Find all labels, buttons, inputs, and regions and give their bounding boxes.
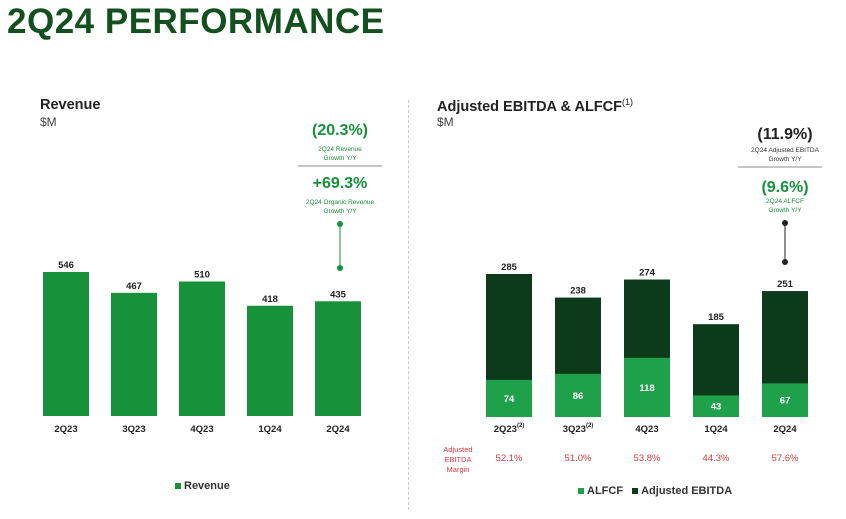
revenue-legend: Revenue	[175, 480, 236, 492]
annotation-organic-growth-caption2: Growth Y/Y	[323, 208, 357, 215]
bar-alfcf-2q24	[762, 383, 808, 417]
annotation-alfcf-growth-caption1: 2Q24 ALFCF	[766, 198, 804, 205]
legend-item-alfcf: ALFCF	[578, 485, 623, 497]
annotation-ebitda-growth-caption1: 2Q24 Adjusted EBITDA	[751, 147, 820, 154]
value-label-ebitda-1q24: 185	[708, 312, 725, 323]
value-label-revenue-2q24: 435	[330, 289, 347, 300]
ebitda-chart-title: Adjusted EBITDA & ALFCF(1)	[437, 97, 633, 115]
value-label-alfcf-2q24: 67	[780, 396, 791, 407]
bar-revenue-3q23	[111, 292, 157, 416]
revenue-chart-unit: $M	[40, 115, 57, 129]
tick-label-3q23: 3Q23(2)	[563, 423, 594, 435]
margin-value-2q23: 52.1%	[496, 453, 523, 464]
tick-label-1q24: 1Q24	[258, 424, 282, 435]
value-label-revenue-1q24: 418	[262, 294, 278, 305]
legend-item-ebitda: Adjusted EBITDA	[632, 485, 732, 497]
margin-value-3q23: 51.0%	[565, 453, 592, 464]
value-label-revenue-4q23: 510	[194, 269, 210, 280]
value-label-alfcf-2q23: 74	[504, 394, 515, 405]
tick-label-4q23: 4Q23	[190, 424, 213, 435]
bar-revenue-1q24	[247, 305, 293, 416]
annotation-organic-growth-value: +69.3%	[313, 175, 368, 192]
legend-item-revenue: Revenue	[175, 480, 230, 492]
bar-alfcf-2q23	[486, 379, 532, 417]
bar-alfcf-1q24	[693, 395, 739, 417]
annotation-organic-growth-caption1: 2Q24 Organic Revenue	[306, 199, 375, 206]
value-label-alfcf-4q23: 118	[639, 383, 654, 394]
value-label-ebitda-3q23: 238	[570, 286, 586, 297]
annotation-revenue-growth-caption2: Growth Y/Y	[323, 155, 357, 162]
tick-label-3q23: 3Q23	[122, 424, 145, 435]
legend-swatch-alfcf	[578, 488, 584, 495]
margin-label-line-1: Adjusted	[443, 445, 472, 454]
page-title: 2Q24 PERFORMANCE	[7, 2, 385, 41]
annotation-revenue-growth-value: (20.3%)	[312, 122, 368, 139]
annotation-alfcf-growth-caption2: Growth Y/Y	[768, 207, 802, 214]
tick-label-2q23: 2Q23(2)	[494, 423, 525, 435]
value-label-alfcf-1q24: 43	[711, 402, 722, 413]
tick-label-2q23: 2Q23	[54, 424, 77, 435]
value-label-revenue-3q23: 467	[126, 281, 142, 292]
annotation-ebitda-growth-caption2: Growth Y/Y	[768, 156, 802, 163]
panel-divider	[408, 100, 409, 510]
tick-label-2q24: 2Q24	[773, 424, 797, 435]
margin-value-1q24: 44.3%	[703, 453, 730, 464]
ebitda-chart-unit: $M	[437, 115, 454, 129]
annotation-alfcf-growth-value: (9.6%)	[761, 179, 808, 196]
value-label-alfcf-3q23: 86	[573, 391, 584, 402]
annotation-ebitda-growth-value: (11.9%)	[757, 126, 812, 143]
annotation-dot-bottom	[337, 265, 343, 271]
bar-alfcf-3q23	[555, 373, 601, 417]
bar-revenue-2q24	[315, 301, 361, 416]
tick-label-2q24: 2Q24	[326, 424, 350, 435]
legend-swatch-revenue	[175, 483, 181, 490]
margin-value-2q24: 57.6%	[772, 453, 799, 464]
revenue-chart-title: Revenue	[40, 97, 101, 113]
bar-alfcf-4q23	[624, 357, 670, 417]
value-label-ebitda-2q24: 251	[777, 279, 794, 290]
value-label-ebitda-4q23: 274	[639, 268, 656, 279]
value-label-revenue-2q23: 546	[58, 260, 74, 271]
annotation-dot-bottom	[782, 259, 788, 265]
annotation-revenue-growth-caption1: 2Q24 Revenue	[318, 146, 362, 153]
legend-swatch-ebitda	[632, 488, 639, 495]
margin-label-line-3: Margin	[447, 465, 470, 474]
ebitda-legend: ALFCF Adjusted EBITDA	[578, 485, 738, 497]
bar-revenue-2q23	[43, 272, 89, 416]
tick-label-4q23: 4Q23	[635, 424, 658, 435]
margin-label-line-2: EBITDA	[444, 455, 471, 464]
bar-revenue-4q23	[179, 281, 225, 416]
tick-label-1q24: 1Q24	[704, 424, 728, 435]
margin-value-4q23: 53.8%	[634, 453, 661, 464]
value-label-ebitda-2q23: 285	[501, 262, 518, 273]
